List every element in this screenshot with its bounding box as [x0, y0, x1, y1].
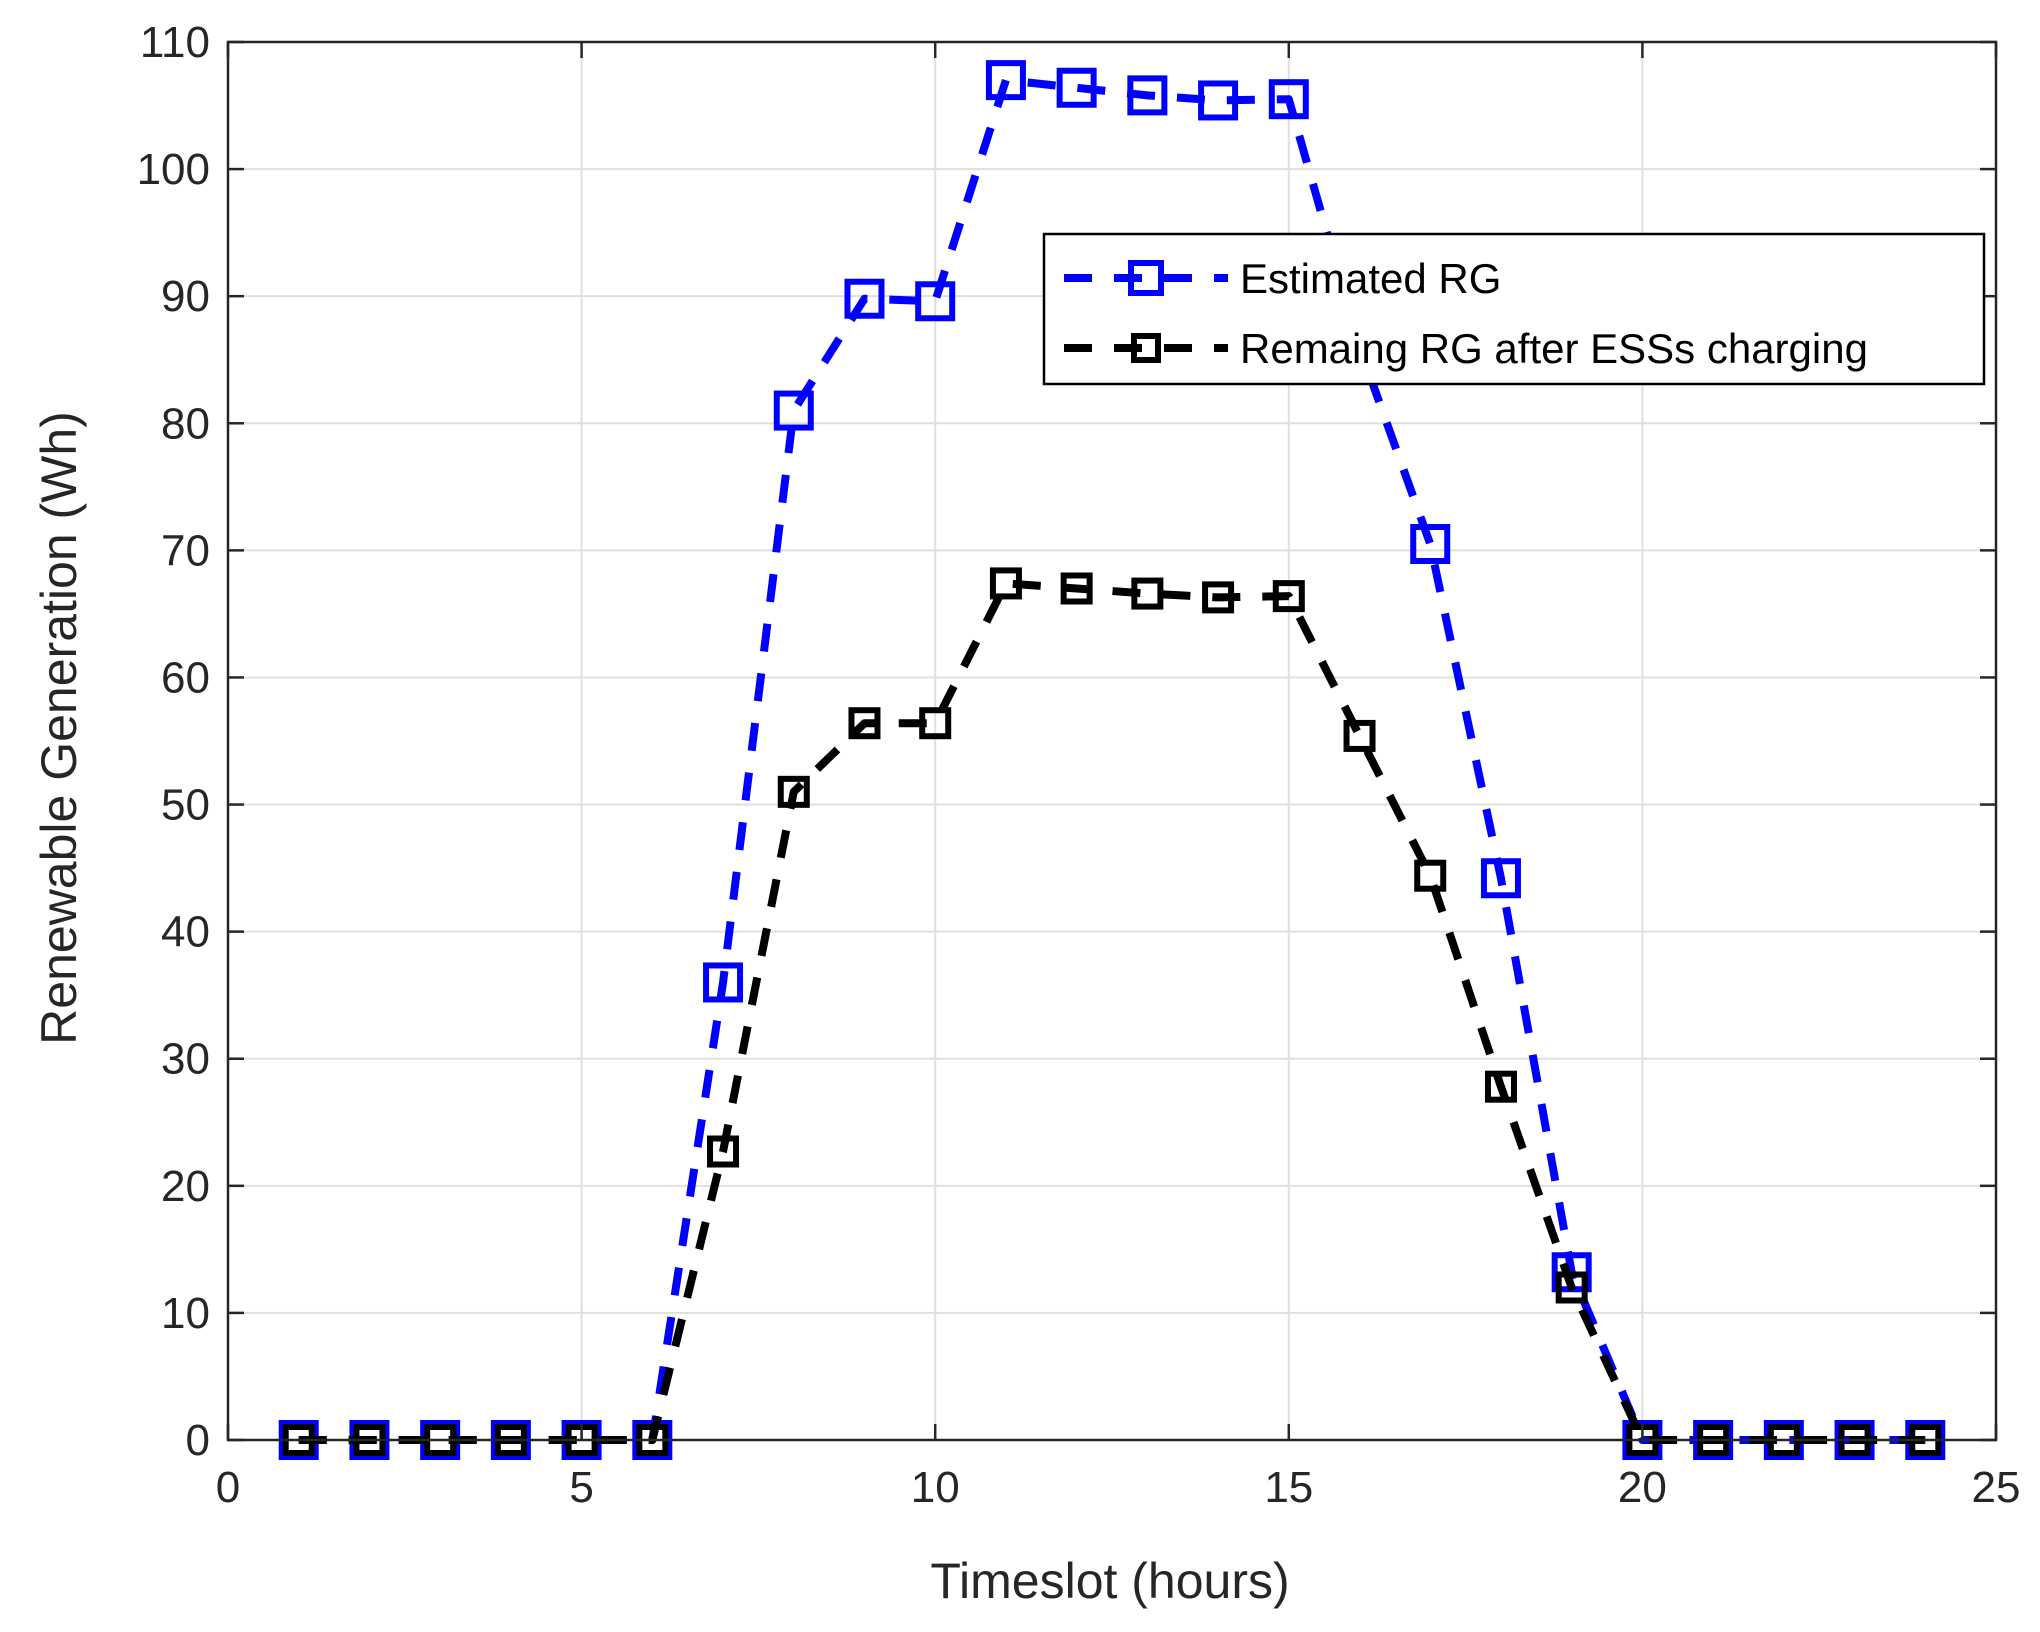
y-tick-label: 20: [161, 1162, 210, 1211]
legend-marker-sample: [1131, 333, 1161, 363]
data-point: [1198, 80, 1239, 121]
data-point: [1202, 581, 1235, 614]
legend-marker-sample: [1128, 260, 1164, 296]
data-point: [989, 567, 1022, 600]
data-point: [844, 278, 885, 319]
y-tick-label: 0: [186, 1416, 210, 1465]
legend: Estimated RG Remaing RG after ESSs chargi…: [1042, 232, 1986, 386]
x-tick-label: 20: [1618, 1463, 1667, 1512]
y-tick-label: 110: [140, 18, 210, 67]
x-tick-label: 10: [911, 1463, 960, 1512]
legend-label: Remaing RG after ESSs charging: [1240, 325, 1868, 372]
y-axis-label: Renewable Generation (Wh): [31, 411, 87, 1045]
data-point: [1410, 524, 1451, 565]
y-tick-label: 10: [161, 1289, 210, 1338]
x-tick-label: 25: [1972, 1463, 2021, 1512]
y-tick-label: 70: [161, 526, 210, 575]
data-point: [919, 707, 952, 740]
tick-labels: 0 5 10 15 20 25 0 10 20 30 40 50 60 70 80 90 100 110: [137, 18, 2021, 1512]
y-tick-label: 80: [161, 399, 210, 448]
data-point: [985, 60, 1026, 101]
data-point: [703, 962, 744, 1003]
y-tick-label: 30: [161, 1035, 210, 1084]
data-point: [1555, 1271, 1588, 1304]
y-tick-label: 100: [137, 145, 210, 194]
data-point: [1268, 79, 1309, 120]
y-tick-label: 60: [161, 653, 210, 702]
x-tick-label: 0: [216, 1463, 240, 1512]
data-point: [1127, 75, 1168, 116]
plot-area-border: [226, 40, 1998, 1442]
data-point: [707, 1135, 740, 1168]
data-point: [777, 775, 810, 808]
axes: [226, 40, 1998, 1442]
x-tick-label: 5: [569, 1463, 593, 1512]
y-tick-label: 90: [161, 272, 210, 321]
data-point: [1272, 580, 1305, 613]
legend-entry-1: Estimated RG: [1064, 255, 1501, 302]
y-tick-label: 50: [161, 781, 210, 830]
data-point: [1060, 572, 1093, 605]
data-point: [1484, 1070, 1517, 1103]
data-point: [1343, 719, 1376, 752]
x-axis-label: Timeslot (hours): [930, 1553, 1289, 1609]
data-point: [1131, 577, 1164, 610]
legend-entry-2: Remaing RG after ESSs charging: [1064, 325, 1868, 372]
data-point: [915, 281, 956, 322]
data-point: [773, 390, 814, 431]
legend-label: Estimated RG: [1240, 255, 1501, 302]
data-point: [1414, 859, 1447, 892]
data-point: [1480, 858, 1521, 899]
data-point: [1056, 67, 1097, 108]
legend-box: [1042, 232, 1986, 386]
x-tick-label: 15: [1264, 1463, 1313, 1512]
y-tick-label: 40: [161, 908, 210, 957]
data-point: [848, 707, 881, 740]
